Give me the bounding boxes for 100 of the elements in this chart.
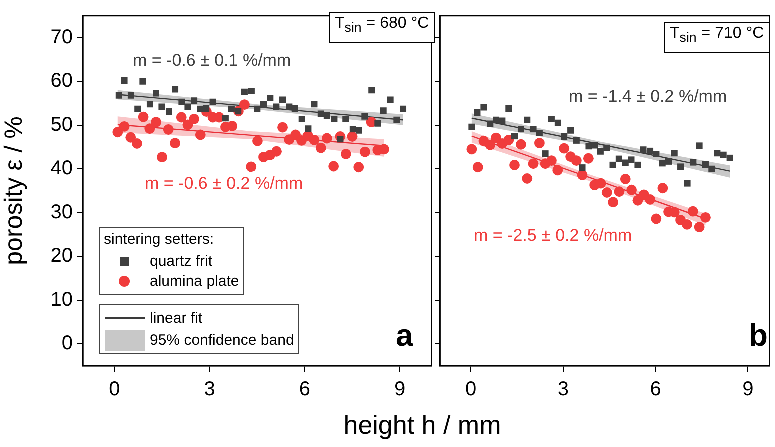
x-tick-label: 3: [558, 378, 569, 401]
point: [653, 151, 660, 158]
point: [324, 112, 330, 120]
point: [328, 161, 340, 172]
point: [322, 133, 332, 144]
point: [286, 104, 293, 110]
point: [571, 156, 582, 166]
point: [554, 120, 562, 126]
point: [645, 194, 656, 205]
point: [702, 162, 709, 168]
point: [651, 214, 662, 224]
point: [362, 113, 368, 120]
annotation: b: [749, 318, 768, 353]
point: [157, 152, 168, 163]
point: [577, 170, 588, 180]
point: [227, 121, 238, 132]
point: [126, 132, 136, 143]
point: [616, 156, 622, 162]
point: [573, 137, 580, 144]
annotation: m = -2.5 ± 0.2 %/mm: [474, 226, 632, 245]
point: [666, 158, 672, 165]
point: [480, 104, 488, 111]
point: [292, 106, 298, 112]
point: [400, 106, 407, 112]
point: [340, 149, 352, 160]
y-tick-label: 0: [62, 332, 73, 355]
legend-label: alumina plate: [150, 272, 240, 290]
point: [548, 116, 555, 123]
point: [140, 78, 146, 85]
point: [309, 135, 320, 146]
point: [318, 110, 324, 118]
point: [184, 104, 192, 110]
y-tick-label: 40: [50, 158, 73, 180]
annotation: a: [396, 318, 414, 353]
point: [524, 116, 531, 124]
point: [602, 188, 612, 198]
point: [700, 212, 711, 223]
point: [356, 127, 362, 134]
annotation: m = -0.6 ± 0.2 %/mm: [145, 174, 304, 193]
point: [620, 174, 631, 184]
point: [626, 184, 637, 196]
point: [714, 150, 721, 157]
point: [146, 101, 154, 108]
point: [191, 98, 198, 104]
point: [597, 148, 604, 155]
point: [640, 146, 647, 154]
point: [360, 146, 370, 158]
point: [195, 130, 206, 140]
point: [178, 98, 186, 106]
point: [516, 139, 526, 150]
point: [583, 153, 594, 164]
point: [298, 116, 306, 123]
x-axis-title: height h / mm: [342, 410, 502, 440]
point: [682, 219, 692, 230]
point: [592, 142, 598, 149]
point: [311, 101, 318, 108]
point: [586, 143, 592, 150]
x-tick-label: 9: [742, 378, 754, 401]
y-tick-label: 10: [50, 288, 73, 311]
point: [506, 106, 512, 112]
point: [690, 159, 697, 166]
point: [688, 206, 698, 217]
annotation: m = -0.6 ± 0.1 %/mm: [133, 51, 292, 70]
point: [708, 166, 716, 172]
point: [694, 222, 705, 233]
y-tick-label: 70: [50, 26, 73, 48]
point: [252, 136, 263, 146]
point: [468, 124, 476, 130]
point: [158, 104, 166, 110]
y-tick-label: 60: [50, 70, 73, 92]
legend-label: quartz frit: [150, 252, 213, 270]
point: [518, 126, 524, 133]
y-tick-label: 30: [50, 201, 73, 224]
point: [379, 144, 390, 155]
point: [248, 88, 255, 95]
point: [696, 142, 703, 150]
point: [112, 127, 124, 138]
point: [172, 86, 179, 93]
point: [466, 144, 478, 155]
point: [552, 165, 564, 176]
annotation: 95% confidence band: [150, 332, 294, 348]
point: [394, 116, 400, 124]
point: [134, 106, 142, 112]
annotation: T$_{sin}$ = 710 °C: [664, 22, 770, 53]
point: [170, 138, 180, 149]
annotation: linear fit: [150, 310, 203, 326]
y-tick-label: 50: [50, 114, 73, 136]
point: [511, 133, 518, 140]
x-tick-label: 9: [394, 378, 406, 401]
point: [182, 120, 194, 130]
point: [596, 178, 606, 189]
point: [720, 152, 727, 158]
point: [316, 142, 326, 154]
point: [138, 112, 149, 122]
point: [510, 160, 520, 170]
point: [210, 98, 216, 106]
point: [119, 121, 130, 132]
point: [487, 120, 494, 128]
point: [530, 126, 537, 133]
point: [151, 117, 162, 128]
